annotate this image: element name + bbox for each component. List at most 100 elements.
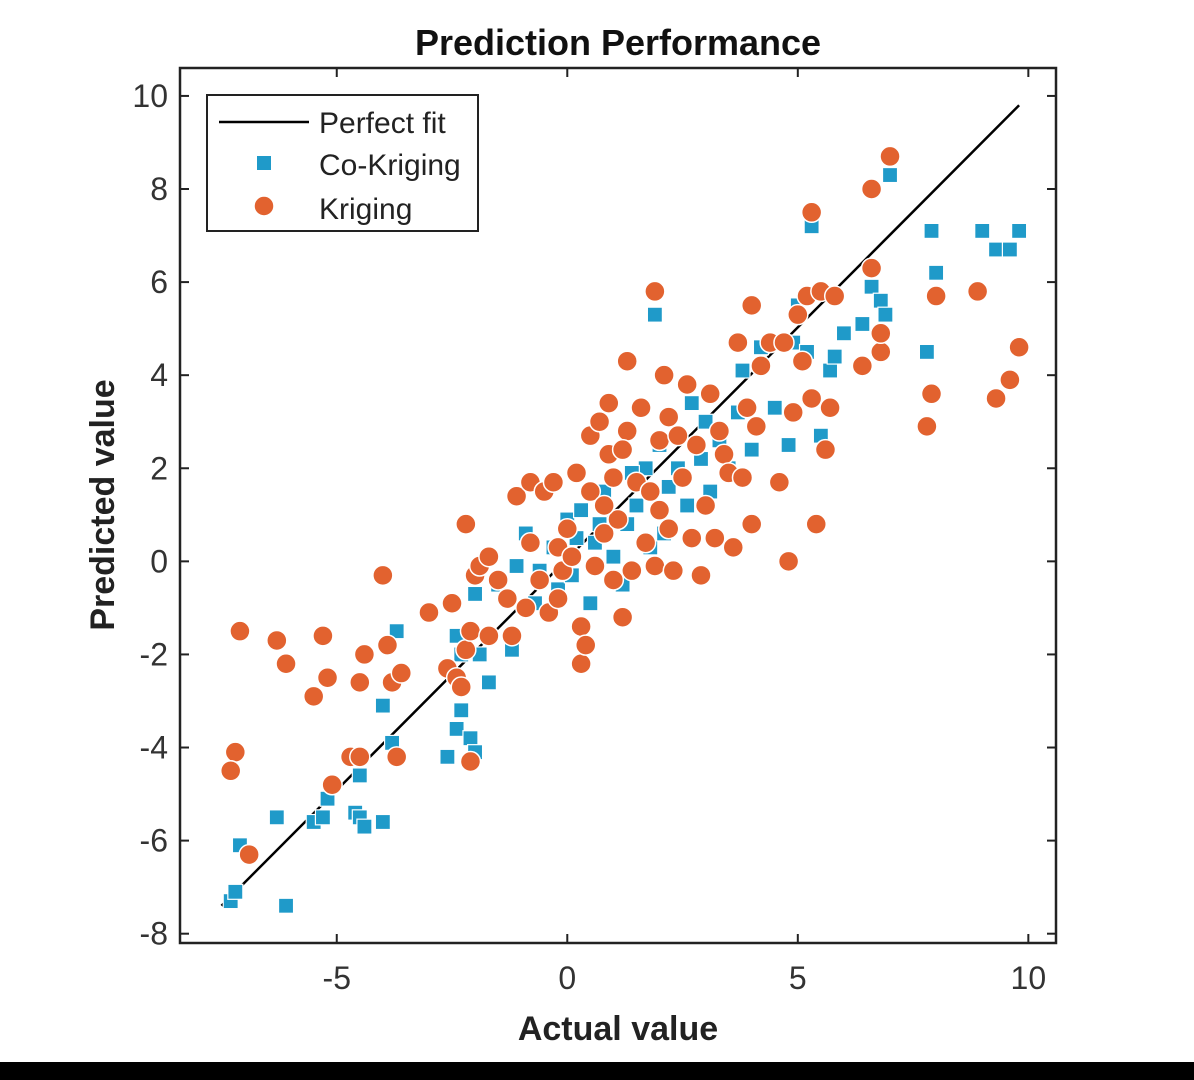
kriging-point [644,555,666,577]
kriging-point [602,466,625,489]
co-kriging-point [508,557,525,575]
co-kriging-point [582,595,599,612]
kriging-point [266,629,288,652]
kriging-point [616,420,638,442]
co-kriging-point [766,399,783,416]
co-kriging-point [314,809,332,826]
co-kriging-point [466,585,484,603]
kriging-point [570,652,592,675]
co-kriging-point [683,395,700,412]
kriging-point [985,387,1007,410]
kriging-point [321,774,343,796]
y-tick-label: 6 [150,264,168,300]
kriging-point [736,397,758,419]
kriging-point [519,531,542,554]
kriging-point [224,741,247,763]
kriging-point [713,443,735,466]
y-tick-label: 0 [150,543,168,579]
kriging-point [418,601,440,624]
kriging-point [648,499,671,521]
chart-title: Prediction Performance [415,22,821,63]
kriging-point [823,285,846,307]
kriging-point [621,559,643,582]
kriging-point [593,494,615,517]
x-tick-label: 5 [789,960,807,996]
co-kriging-point [987,241,1005,258]
video-bottom-bar [0,1062,1194,1080]
co-kriging-point [448,720,465,738]
co-kriging-point [277,897,295,914]
kriging-point [607,508,629,531]
kriging-point [528,569,551,591]
kriging-point [800,201,823,224]
legend-co-kriging-swatch [257,156,271,170]
co-kriging-point [646,306,663,323]
kriging-point [611,438,634,461]
kriging-point [740,294,763,317]
kriging-point [349,671,371,694]
kriging-point [616,350,638,372]
kriging-point [385,746,408,768]
kriging-point [657,518,680,540]
kriging-point [390,662,413,684]
y-axis-label: Predicted value [84,379,122,630]
kriging-point [925,285,947,307]
kriging-point [634,531,657,554]
kriging-point [999,369,1021,391]
kriging-point [685,434,708,456]
kriging-point [584,555,606,577]
kriging-point [648,429,671,452]
legend-perfect-fit-label: Perfect fit [319,107,446,140]
kriging-point [570,615,592,638]
kriging-point [773,331,795,354]
x-tick-label: 0 [558,960,576,996]
y-tick-label: 8 [150,171,168,207]
kriging-point [219,760,242,782]
axes-frame [178,66,1058,945]
co-kriging-point [388,623,405,640]
co-kriging-point [821,362,839,379]
co-kriging-point [374,813,391,831]
kriging-point [372,564,394,587]
co-kriging-point [453,702,470,719]
kriging-point [459,620,482,642]
kriging-point [455,513,477,535]
y-tick-label: -8 [140,916,168,952]
kriging-point [561,545,583,568]
kriging-point [920,383,943,405]
y-tick-label: 2 [150,450,168,486]
kriging-point [496,587,519,610]
kriging-point [229,620,251,642]
co-kriging-point [877,306,894,323]
kriging-point [588,410,611,433]
kriging-point [1008,336,1030,359]
co-kriging-point [227,883,244,900]
kriging-point [879,145,901,168]
co-kriging-point [660,478,677,495]
co-kriging-point [573,502,590,519]
co-kriging-point [974,222,991,239]
kriging-point [565,462,588,484]
kriging-point [579,480,602,503]
kriging-point [602,569,625,591]
kriging-point [870,322,892,345]
y-tick-label: 10 [132,78,168,114]
kriging-point [860,257,883,279]
co-kriging-point [780,436,797,454]
kriging-point [644,280,666,303]
co-kriging-point [697,413,714,430]
y-tick-label: 4 [150,357,168,393]
kriging-point [657,406,680,428]
kriging-point [676,373,698,396]
co-kriging-point [743,441,760,458]
plot-area: -5 0 5 10 -8 -6 -4 -2 0 2 4 6 8 10 Perfect fit Co-Krigi… [132,66,1058,996]
kriging-point [916,415,938,438]
co-kriging-point [351,767,368,784]
kriging-point [302,685,325,708]
kriging-point [316,666,339,689]
kriging-point [593,522,615,545]
kriging-point [487,569,509,591]
y-tick-label: -6 [140,823,168,859]
x-axis-label: Actual value [518,1010,718,1048]
